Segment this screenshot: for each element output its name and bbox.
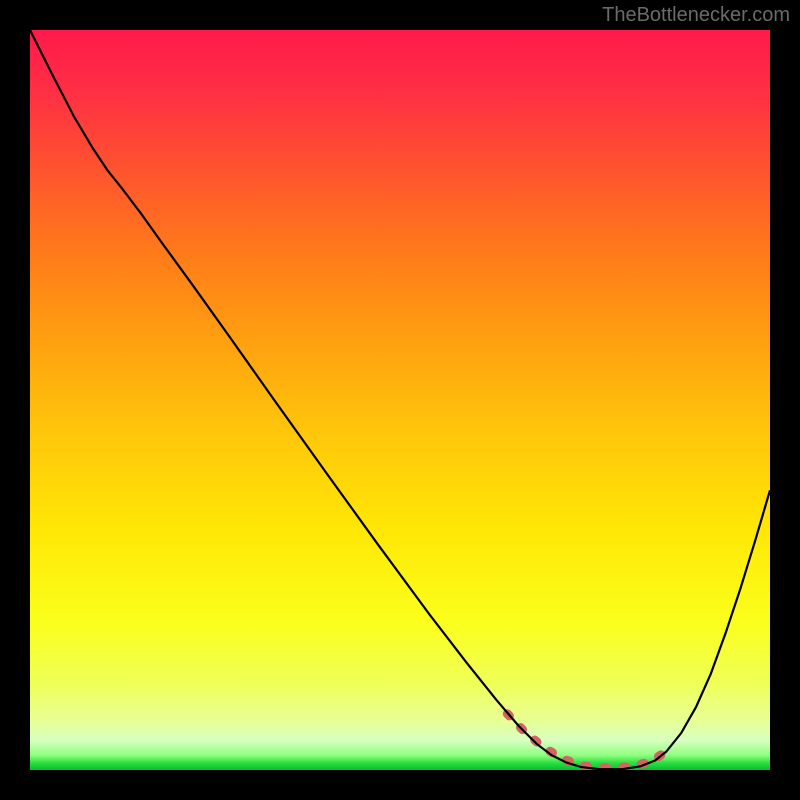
- chart-container: [30, 30, 770, 770]
- chart-svg: [30, 30, 770, 770]
- gradient-background: [30, 30, 770, 770]
- attribution-text: TheBottlenecker.com: [602, 4, 790, 27]
